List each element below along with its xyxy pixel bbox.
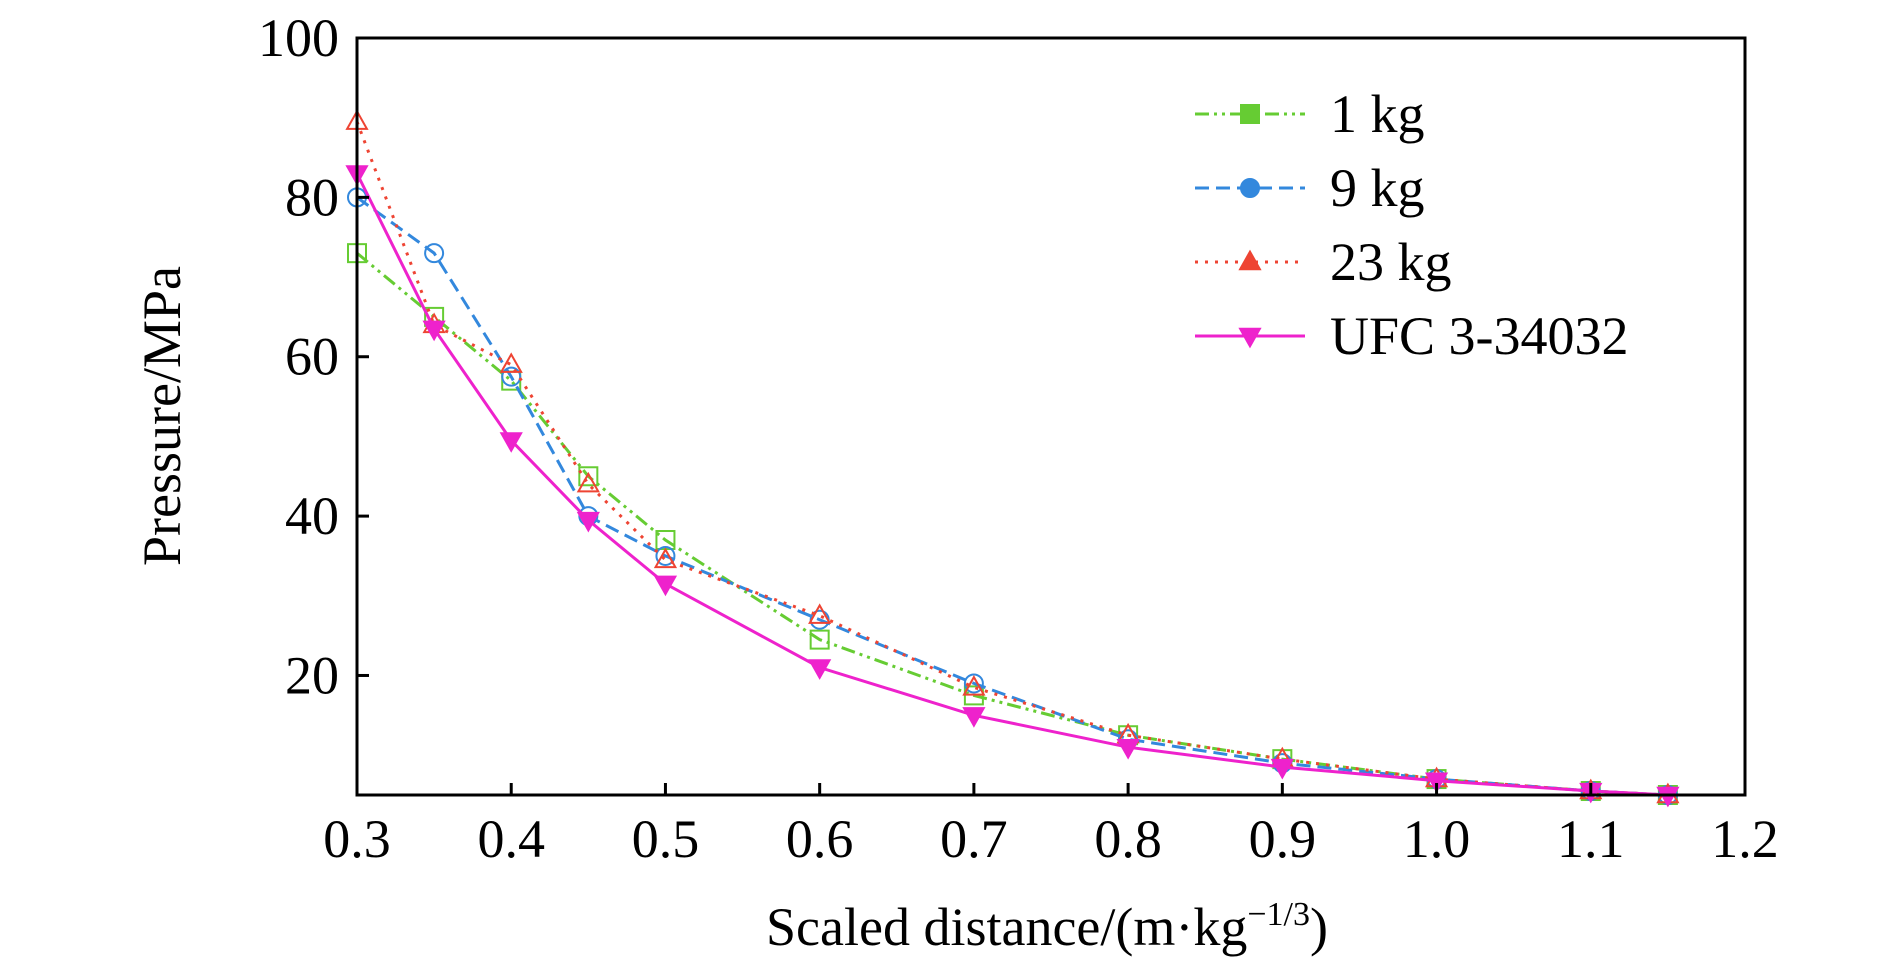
data-point <box>653 547 678 569</box>
data-point <box>1116 738 1140 760</box>
series-9-kg <box>347 187 1678 805</box>
legend-marker <box>1240 104 1260 124</box>
x-tick-label: 0.9 <box>1249 809 1317 869</box>
data-point <box>422 320 446 342</box>
plot-layer <box>345 109 1680 808</box>
x-axis-title-main: Scaled distance/(m·kg <box>766 897 1247 957</box>
legend: 1 kg 9 kg 23 kg UFC 3-34032 <box>1195 84 1629 366</box>
y-tick-label: 60 <box>285 327 339 387</box>
legend-marker <box>1238 327 1262 349</box>
data-point <box>1270 758 1294 780</box>
series-line <box>356 196 1668 797</box>
data-point <box>655 545 676 566</box>
x-tick-label: 0.4 <box>477 809 545 869</box>
data-point <box>501 366 522 387</box>
y-tick-label: 40 <box>285 486 339 546</box>
y-axis-ticks: 20 40 60 80 100 <box>258 8 369 705</box>
data-point <box>499 432 523 453</box>
data-point <box>576 511 600 533</box>
data-point <box>1424 772 1449 794</box>
x-axis-title-superscript: −1/3 <box>1247 896 1310 933</box>
legend-item: 23 kg <box>1195 232 1452 292</box>
data-point <box>424 243 445 264</box>
legend-label: UFC 3-34032 <box>1330 306 1629 366</box>
legend-label: 1 kg <box>1330 84 1425 144</box>
x-axis-ticks: 0.3 0.4 0.5 0.6 0.7 0.8 0.9 1.0 1.1 1.2 <box>323 783 1779 869</box>
series-line <box>355 172 1668 797</box>
plot-frame <box>355 36 1747 797</box>
legend-item: 9 kg <box>1195 158 1425 218</box>
data-point <box>808 603 832 624</box>
legend-marker <box>1238 249 1262 271</box>
data-point <box>576 471 600 493</box>
data-point <box>963 673 984 694</box>
x-tick-label: 0.8 <box>1094 809 1162 869</box>
axes-layer <box>355 36 1747 797</box>
series-ufc-3-34032 <box>345 165 1680 808</box>
data-point <box>809 629 830 650</box>
y-axis-title: Pressure/MPa <box>132 266 192 566</box>
legend-item: 1 kg <box>1195 84 1425 144</box>
x-axis-title: Scaled distance/(m·kg−1/3) <box>766 896 1328 957</box>
legend-label: 23 kg <box>1330 232 1452 292</box>
x-tick-label: 0.3 <box>323 809 391 869</box>
x-axis-title-close: ) <box>1310 897 1328 957</box>
y-tick-label: 80 <box>285 167 339 227</box>
x-tick-label: 0.7 <box>940 809 1008 869</box>
x-tick-label: 0.6 <box>786 809 854 869</box>
y-tick-label: 20 <box>285 645 339 705</box>
series-line <box>355 121 1668 797</box>
x-tick-label: 0.5 <box>632 809 700 869</box>
y-tick-label: 100 <box>258 8 339 68</box>
data-point <box>1656 786 1680 808</box>
data-point <box>499 352 523 373</box>
data-point <box>962 707 986 728</box>
legend-label: 9 kg <box>1330 158 1425 218</box>
legend-marker <box>1240 178 1260 198</box>
data-point <box>808 659 832 680</box>
x-tick-label: 1.1 <box>1557 809 1625 869</box>
x-tick-label: 1.0 <box>1403 809 1471 869</box>
data-point <box>653 575 678 597</box>
data-point <box>962 675 986 696</box>
x-tick-label: 1.2 <box>1711 809 1779 869</box>
data-point <box>578 466 599 487</box>
legend-item: UFC 3-34032 <box>1195 306 1629 366</box>
